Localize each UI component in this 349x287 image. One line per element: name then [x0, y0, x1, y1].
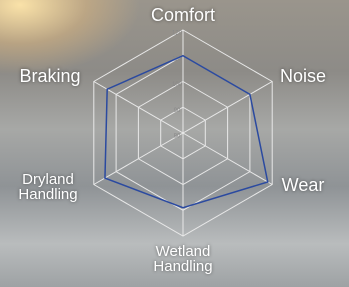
series-line	[105, 56, 268, 208]
axis-label: Dryland Handling	[0, 172, 96, 202]
axis-label: Wetland Handling	[128, 244, 238, 274]
tick-label: 100	[172, 82, 183, 88]
chart: 8090100110120 ComfortNoiseWearWetland Ha…	[0, 0, 349, 287]
axis-label: Braking	[5, 67, 95, 85]
axis-label: Noise	[268, 67, 338, 85]
tick-label: 80	[174, 134, 181, 140]
tick-label: 90	[174, 108, 181, 114]
axis-label: Wear	[268, 176, 338, 194]
tick-label: 120	[172, 31, 183, 37]
axis-label: Comfort	[133, 6, 233, 24]
